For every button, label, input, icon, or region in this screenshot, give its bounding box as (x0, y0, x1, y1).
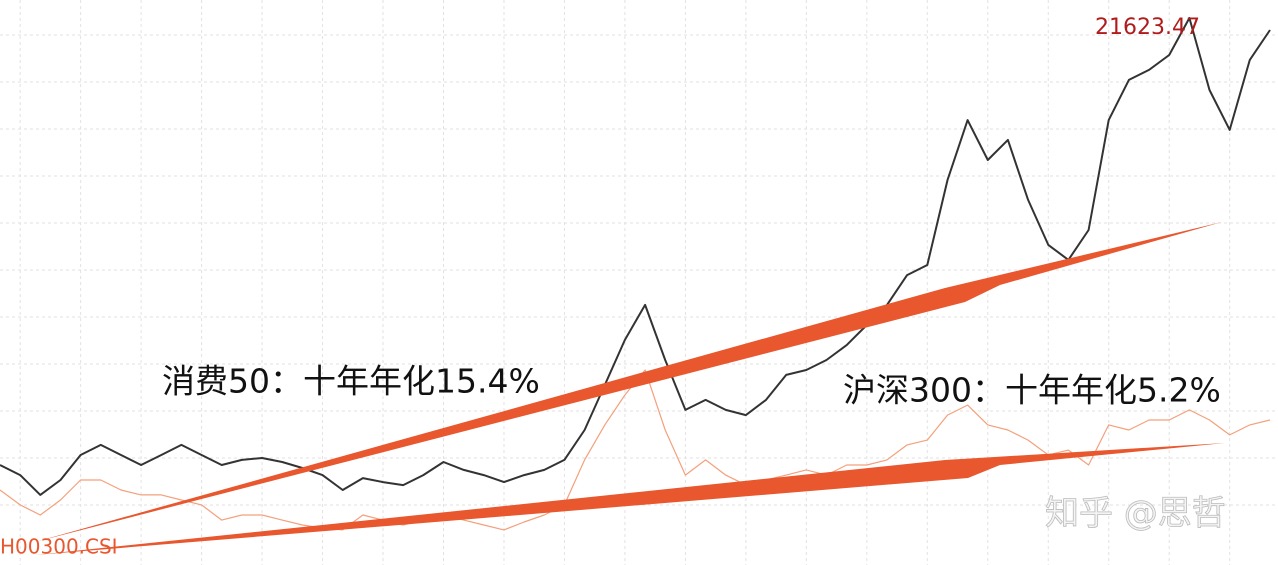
arrow (35, 443, 1225, 555)
annotation: 沪深300：十年年化5.2% (843, 371, 1221, 410)
watermark: 知乎 @思哲 (1045, 494, 1226, 534)
arrow (35, 222, 1222, 542)
annotation: 消费50：十年年化15.4% (162, 362, 540, 401)
peak-label: 21623.47 (1095, 15, 1200, 40)
series-label: H00300.CSI (0, 535, 118, 559)
series-line (0, 17, 1271, 496)
